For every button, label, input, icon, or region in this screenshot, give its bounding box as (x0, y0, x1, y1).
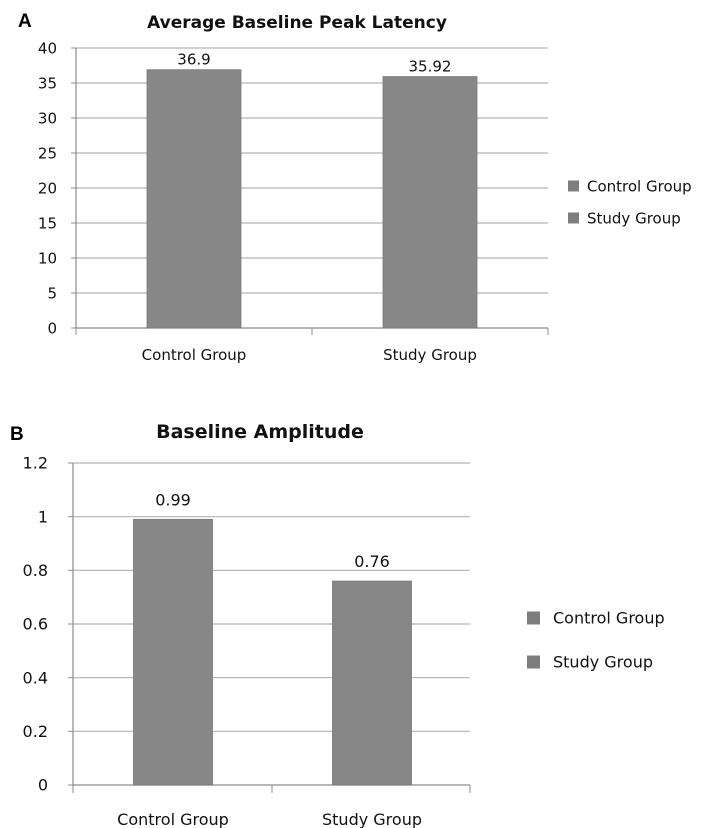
legend-swatch (527, 611, 540, 625)
chart-a-latency: A Average Baseline Peak Latency 0 5 10 15 20 25… (18, 11, 692, 364)
x-category-label: Study Group (383, 346, 477, 364)
y-tick-label: 25 (38, 144, 57, 162)
y-tick-label: 0.4 (23, 668, 48, 687)
y-tick-label: 40 (38, 39, 57, 57)
y-tick-label: 0 (47, 319, 57, 337)
panel-letter: B (10, 424, 24, 445)
data-label: 36.9 (177, 51, 210, 69)
chart-b-amplitude: B Baseline Amplitude 0 0.2 0.4 0.6 0.8 1 1.2 0.99… (10, 421, 665, 828)
y-tick-label: 35 (38, 74, 57, 92)
legend-swatch (568, 180, 579, 192)
legend-label: Control Group (553, 609, 665, 628)
y-tick-label: 1.2 (23, 454, 48, 473)
y-tick-label: 20 (38, 179, 57, 197)
bar (382, 76, 478, 329)
x-category-label: Control Group (142, 346, 247, 364)
legend-label: Control Group (587, 177, 692, 195)
bar (146, 69, 242, 329)
chart-title: Average Baseline Peak Latency (147, 13, 447, 33)
y-tick-label: 0.2 (23, 722, 48, 741)
y-tick-label: 15 (38, 214, 57, 232)
data-label: 35.92 (409, 58, 452, 76)
legend-label: Study Group (587, 209, 681, 227)
x-category-label: Study Group (322, 810, 422, 828)
panel-letter: A (18, 11, 32, 32)
y-tick-label: 0.8 (23, 561, 48, 580)
data-label: 0.76 (354, 552, 390, 571)
y-tick-label: 0 (38, 776, 48, 795)
y-tick-label: 30 (38, 109, 57, 127)
legend-label: Study Group (553, 653, 653, 672)
bar (332, 580, 412, 786)
y-tick-label: 5 (47, 284, 57, 302)
legend-swatch (568, 212, 579, 224)
y-tick-label: 10 (38, 249, 57, 267)
y-tick-label: 1 (38, 507, 48, 526)
chart-title: Baseline Amplitude (156, 421, 364, 443)
bar (133, 518, 213, 786)
data-label: 0.99 (155, 490, 191, 509)
y-tick-label: 0.6 (23, 615, 48, 634)
x-category-label: Control Group (117, 810, 229, 828)
legend-swatch (527, 655, 540, 669)
